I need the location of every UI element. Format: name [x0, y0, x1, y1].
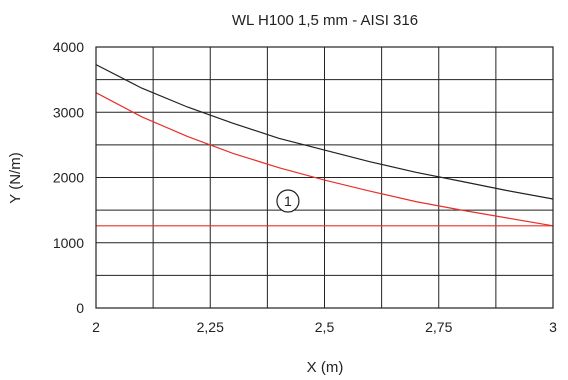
y-tick-label: 2000 — [53, 170, 84, 186]
x-axis-label: X (m) — [307, 359, 344, 376]
annotation-marker: 1 — [276, 189, 300, 213]
annotations: 1 — [276, 189, 300, 213]
plot-frame — [95, 46, 554, 309]
x-tick-label: 2 — [92, 319, 100, 335]
tick-labels: 2 2,25 2,5 2,75 3 0 1000 2000 3000 4000 — [53, 39, 557, 335]
chart-title: WL H100 1,5 mm - AISI 316 — [232, 12, 418, 29]
x-tick-label: 2,5 — [315, 319, 335, 335]
annotation-label: 1 — [284, 193, 292, 209]
x-tick-label: 2,75 — [425, 319, 452, 335]
y-tick-label: 3000 — [53, 104, 84, 120]
y-tick-label: 1000 — [53, 235, 84, 251]
series-line-2 — [95, 92, 554, 227]
curves — [95, 64, 554, 227]
y-tick-label: 0 — [76, 300, 84, 316]
annotation-circle — [276, 189, 300, 213]
y-axis-label: Y (N/m) — [7, 152, 24, 203]
series-line-1 — [95, 64, 554, 200]
x-tick-label: 2,25 — [197, 319, 224, 335]
grid — [95, 46, 554, 309]
x-tick-label: 3 — [549, 319, 557, 335]
y-tick-label: 4000 — [53, 39, 84, 55]
